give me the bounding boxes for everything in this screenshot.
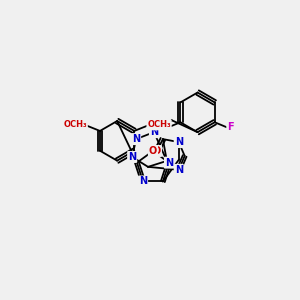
Text: O: O bbox=[149, 146, 157, 156]
Text: N: N bbox=[132, 134, 140, 144]
Text: N: N bbox=[150, 127, 158, 137]
Text: F: F bbox=[227, 122, 234, 132]
Text: N: N bbox=[139, 176, 147, 187]
Text: F: F bbox=[161, 122, 168, 132]
Text: O: O bbox=[153, 146, 161, 156]
Text: N: N bbox=[165, 158, 173, 168]
Text: OCH₃: OCH₃ bbox=[147, 121, 171, 130]
Text: OCH₃: OCH₃ bbox=[63, 121, 87, 130]
Text: N: N bbox=[175, 165, 183, 175]
Text: N: N bbox=[128, 152, 136, 162]
Text: N: N bbox=[175, 137, 183, 147]
